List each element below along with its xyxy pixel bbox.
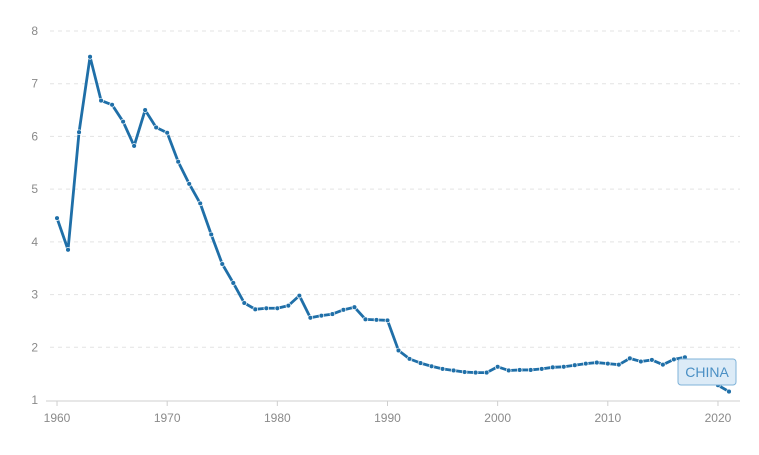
data-point-2004[interactable] xyxy=(538,366,545,372)
data-point-1989[interactable] xyxy=(373,317,380,323)
data-point-1993[interactable] xyxy=(417,360,424,366)
data-point-1996[interactable] xyxy=(450,367,457,374)
x-tick-label: 2000 xyxy=(484,411,511,425)
data-point-1971[interactable] xyxy=(175,158,181,165)
data-point-1963[interactable] xyxy=(87,54,93,60)
data-point-2015[interactable] xyxy=(660,361,666,368)
data-point-1972[interactable] xyxy=(186,181,192,187)
data-point-1961[interactable] xyxy=(65,247,71,253)
data-point-1992[interactable] xyxy=(406,356,413,362)
data-point-1995[interactable] xyxy=(439,366,446,372)
y-tick-label: 3 xyxy=(31,288,38,302)
data-point-2012[interactable] xyxy=(627,355,633,362)
data-point-1973[interactable] xyxy=(197,200,203,207)
data-point-2009[interactable] xyxy=(594,359,600,366)
data-point-2016[interactable] xyxy=(671,356,677,363)
data-point-1983[interactable] xyxy=(307,315,314,321)
data-point-1999[interactable] xyxy=(483,369,490,376)
x-tick-label: 1980 xyxy=(264,411,291,425)
series-label-text: CHINA xyxy=(685,364,729,380)
y-tick-label: 6 xyxy=(31,129,38,143)
y-tick-label: 4 xyxy=(31,235,38,249)
series-line[interactable] xyxy=(55,55,731,393)
data-point-2002[interactable] xyxy=(516,367,523,373)
series-china[interactable] xyxy=(54,54,732,395)
data-point-1978[interactable] xyxy=(252,306,259,313)
data-point-1967[interactable] xyxy=(131,143,137,149)
data-point-2003[interactable] xyxy=(527,367,534,373)
y-axis-tick-labels: 1 2 3 4 5 6 7 8 xyxy=(31,24,38,407)
data-point-1988[interactable] xyxy=(362,316,369,323)
data-point-1968[interactable] xyxy=(142,107,148,113)
data-point-1984[interactable] xyxy=(318,312,325,319)
y-tick-label: 1 xyxy=(31,393,38,407)
series-label-tag[interactable]: CHINA xyxy=(677,358,737,386)
data-point-1994[interactable] xyxy=(428,363,435,370)
data-point-1976[interactable] xyxy=(230,280,237,286)
data-point-2021[interactable] xyxy=(726,388,732,395)
data-point-1966[interactable] xyxy=(120,118,126,125)
data-point-1977[interactable] xyxy=(241,300,248,306)
gridlines xyxy=(50,30,740,348)
x-tick-label: 1970 xyxy=(154,411,181,425)
data-point-2011[interactable] xyxy=(616,361,622,368)
data-point-1990[interactable] xyxy=(384,317,391,324)
data-point-2014[interactable] xyxy=(649,357,655,363)
data-point-1962[interactable] xyxy=(76,129,82,135)
y-tick-label: 2 xyxy=(31,340,38,354)
data-point-1979[interactable] xyxy=(263,305,270,312)
x-axis xyxy=(46,400,740,406)
data-point-1982[interactable] xyxy=(296,292,303,299)
x-tick-label: 1960 xyxy=(44,411,71,425)
data-point-1981[interactable] xyxy=(285,302,292,309)
x-tick-label: 2020 xyxy=(705,411,732,425)
data-point-1980[interactable] xyxy=(274,305,281,312)
data-point-2005[interactable] xyxy=(549,364,556,371)
data-point-2013[interactable] xyxy=(638,358,644,365)
data-point-1986[interactable] xyxy=(340,307,347,313)
data-point-1960[interactable] xyxy=(54,215,60,221)
x-axis-tick-labels: 1960 1970 1980 1990 2000 2010 2020 xyxy=(44,411,732,425)
y-tick-label: 8 xyxy=(31,24,38,38)
data-point-1969[interactable] xyxy=(153,124,159,131)
data-point-1991[interactable] xyxy=(395,347,402,354)
data-point-1964[interactable] xyxy=(98,97,104,104)
data-point-1970[interactable] xyxy=(164,129,170,136)
data-point-2000[interactable] xyxy=(494,364,501,370)
data-point-2007[interactable] xyxy=(572,362,578,368)
data-point-1985[interactable] xyxy=(329,311,336,317)
series-label-box[interactable] xyxy=(677,358,737,386)
x-tick-label: 1990 xyxy=(374,411,401,425)
data-point-1975[interactable] xyxy=(219,261,226,267)
data-point-2010[interactable] xyxy=(605,360,611,367)
data-point-1974[interactable] xyxy=(208,231,214,238)
y-tick-label: 5 xyxy=(31,182,38,196)
data-point-1998[interactable] xyxy=(472,369,479,376)
data-point-2001[interactable] xyxy=(505,367,512,374)
data-point-1965[interactable] xyxy=(109,102,115,108)
data-point-1997[interactable] xyxy=(461,369,468,375)
data-point-2006[interactable] xyxy=(560,364,567,370)
x-tick-label: 2010 xyxy=(594,411,621,425)
data-point-1987[interactable] xyxy=(351,304,358,310)
y-tick-label: 7 xyxy=(31,77,38,91)
data-point-2008[interactable] xyxy=(583,360,589,367)
